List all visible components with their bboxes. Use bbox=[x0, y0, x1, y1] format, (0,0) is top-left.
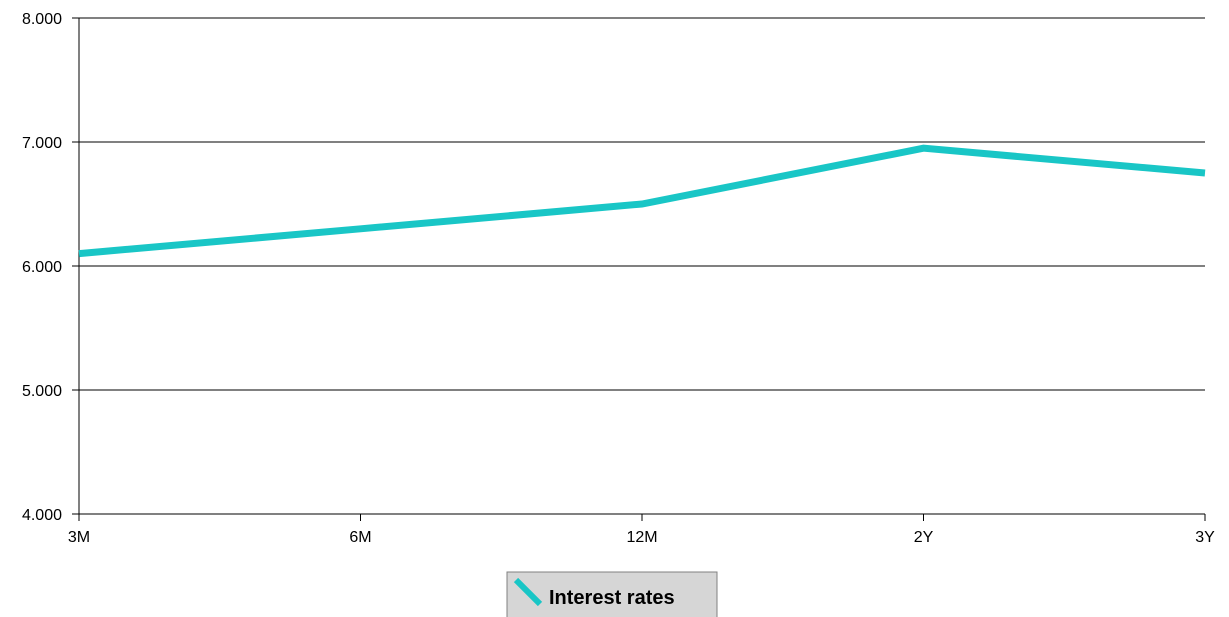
grid-lines bbox=[79, 17, 1205, 391]
y-tick-label: 6.000 bbox=[22, 259, 62, 276]
y-tick-label: 4.000 bbox=[22, 507, 62, 524]
y-tick-label: 5.000 bbox=[22, 383, 62, 400]
x-tick-label: 3Y bbox=[1195, 529, 1215, 546]
x-tick-label: 3M bbox=[68, 529, 90, 546]
legend: Interest rates bbox=[506, 571, 718, 617]
y-tick-label: 8.000 bbox=[22, 11, 62, 28]
x-tick-label: 2Y bbox=[914, 529, 934, 546]
y-axis-tick-labels: 4.000 5.000 6.000 7.000 8.000 bbox=[22, 11, 79, 524]
legend-box bbox=[506, 571, 718, 617]
y-tick-label: 7.000 bbox=[22, 135, 62, 152]
x-axis-tick-labels: 3M 6M 12M 2Y 3Y bbox=[68, 514, 1215, 546]
x-tick-label: 6M bbox=[349, 529, 371, 546]
x-tick-label: 12M bbox=[626, 529, 657, 546]
series-line-interest-rates bbox=[78, 144, 1206, 258]
series-group bbox=[78, 144, 1206, 258]
legend-label-interest-rates: Interest rates bbox=[549, 587, 675, 609]
legend-swatch-interest-rates bbox=[513, 577, 543, 607]
